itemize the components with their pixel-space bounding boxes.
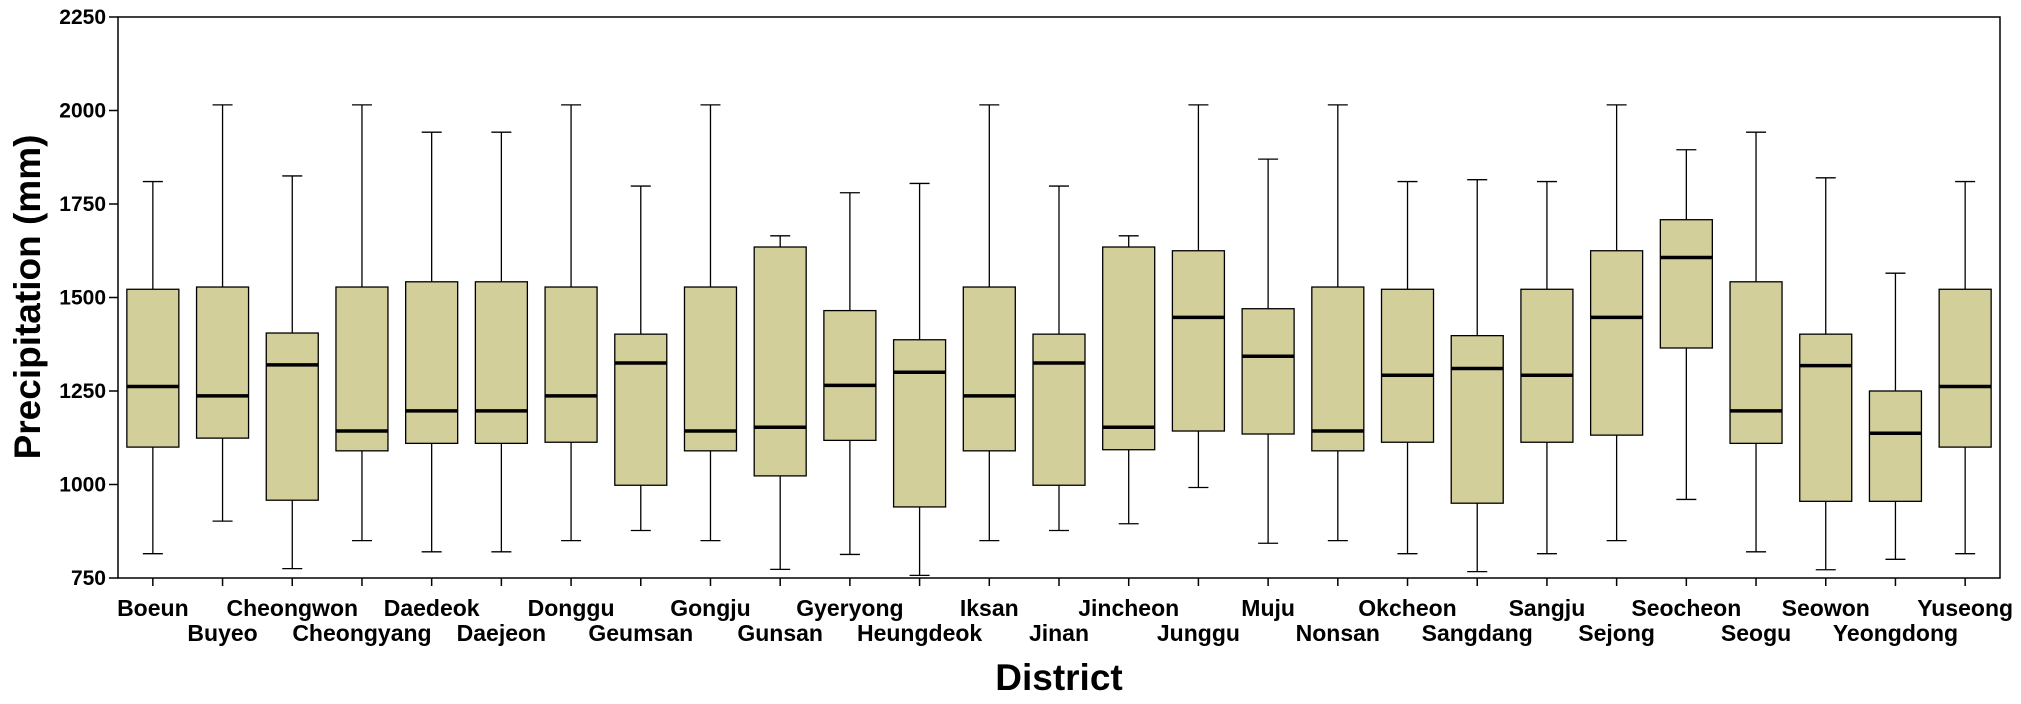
x-category-label: Sejong [1578, 620, 1655, 646]
x-category-label: Seowon [1782, 595, 1870, 621]
box-sejong [1589, 104, 1644, 542]
x-category-label: Seocheon [1631, 595, 1741, 621]
x-category-label: Sangdang [1422, 620, 1533, 646]
iqr-box [1868, 390, 1923, 502]
box-boeun [126, 180, 180, 555]
box-yuseong [1938, 180, 1992, 555]
x-category-label: Daejeon [457, 620, 546, 646]
box-gongju [683, 104, 738, 542]
iqr-box [962, 286, 1016, 452]
box-okcheon [1380, 180, 1435, 555]
box-jinan [1032, 185, 1086, 532]
y-tick-label: 1500 [59, 287, 106, 310]
x-category-label: Jinan [1029, 620, 1089, 646]
iqr-box [1241, 308, 1295, 435]
box-donggu [544, 104, 598, 542]
x-category-label: Cheongwon [226, 595, 358, 621]
box-daejeon [474, 131, 529, 553]
iqr-box [1102, 246, 1156, 451]
box-seowon [1799, 177, 1853, 571]
box-gunsan [753, 235, 807, 571]
iqr-box [892, 339, 947, 508]
x-category-label: Sangju [1509, 595, 1586, 621]
box-sangdang [1450, 179, 1504, 573]
x-category-label: Geumsan [588, 620, 693, 646]
y-axis: 750 1000 1250 1500 1750 2000 2250 [59, 6, 118, 590]
box-gyeryong [823, 192, 877, 556]
x-category-label: Gongju [670, 595, 750, 621]
iqr-box [823, 309, 877, 442]
x-category-label: Donggu [528, 595, 615, 621]
box-seogu [1729, 131, 1783, 553]
iqr-box [683, 286, 738, 452]
iqr-box [1450, 334, 1504, 504]
x-category-label: Boeun [117, 595, 189, 621]
iqr-box [195, 286, 250, 439]
box-jincheon [1102, 235, 1156, 525]
x-category-label: Jincheon [1078, 595, 1179, 621]
iqr-box [614, 333, 668, 486]
box-heungdeok [892, 182, 947, 577]
x-axis: BoeunBuyeoCheongwonCheongyangDaedeokDaej… [117, 578, 2013, 646]
box-muju [1241, 158, 1295, 544]
box-iksan [962, 104, 1016, 542]
y-tick-label: 2000 [59, 100, 106, 123]
y-tick-label: 750 [71, 567, 106, 590]
iqr-box [1520, 288, 1574, 443]
y-tick-label: 1250 [59, 380, 106, 403]
x-category-label: Iksan [960, 595, 1019, 621]
x-category-label: Daedeok [384, 595, 480, 621]
x-category-label: Seogu [1721, 620, 1791, 646]
iqr-box [126, 288, 180, 448]
y-tick-label: 1750 [59, 193, 106, 216]
box-sangju [1520, 180, 1574, 555]
iqr-box [1729, 281, 1783, 445]
iqr-box [1938, 288, 1992, 448]
y-tick-label: 2250 [59, 6, 106, 29]
x-category-label: Gyeryong [796, 595, 903, 621]
x-category-label: Junggu [1157, 620, 1240, 646]
x-axis-title: District [995, 657, 1122, 698]
x-category-label: Muju [1241, 595, 1295, 621]
iqr-box [265, 332, 319, 501]
box-nonsan [1311, 104, 1365, 542]
iqr-box [335, 286, 389, 452]
y-tick-label: 1000 [59, 474, 106, 497]
box-junggu [1171, 104, 1226, 489]
box-cheongyang [335, 104, 389, 542]
x-category-label: Nonsan [1296, 620, 1380, 646]
box-daedeok [405, 131, 459, 553]
iqr-box [544, 286, 598, 443]
x-category-label: Gunsan [737, 620, 823, 646]
iqr-box [1171, 250, 1226, 432]
y-axis-title: Precipitation (mm) [7, 135, 48, 460]
x-category-label: Buyeo [187, 620, 257, 646]
iqr-box [753, 246, 807, 477]
iqr-box [1589, 250, 1644, 436]
iqr-box [405, 281, 459, 445]
x-category-label: Heungdeok [857, 620, 982, 646]
box-series [126, 104, 1992, 577]
iqr-box [1799, 333, 1853, 502]
box-geumsan [614, 185, 668, 532]
iqr-box [1380, 288, 1435, 443]
iqr-box [474, 281, 529, 445]
box-yeongdong [1868, 272, 1923, 560]
x-category-label: Okcheon [1358, 595, 1456, 621]
box-seocheon [1659, 149, 1713, 501]
iqr-box [1032, 333, 1086, 486]
x-category-label: Yeongdong [1833, 620, 1958, 646]
x-category-label: Yuseong [1917, 595, 2013, 621]
box-buyeo [195, 104, 250, 522]
iqr-box [1659, 219, 1713, 349]
box-cheongwon [265, 175, 319, 570]
x-category-label: Cheongyang [292, 620, 431, 646]
iqr-box [1311, 286, 1365, 452]
